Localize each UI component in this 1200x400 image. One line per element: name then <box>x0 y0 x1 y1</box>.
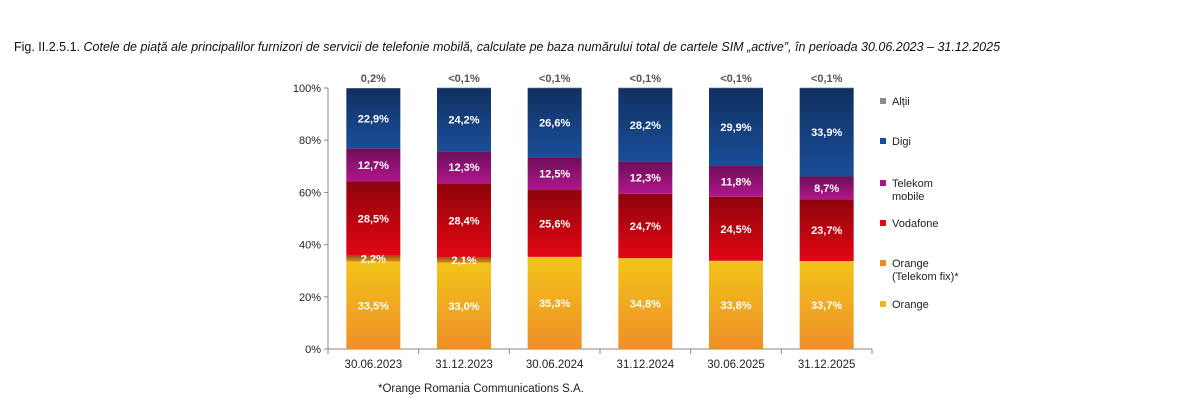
x-tick-label: 31.12.2024 <box>617 359 675 371</box>
data-label: 8,7% <box>814 183 839 195</box>
data-label: 35,3% <box>539 298 570 310</box>
data-label: 28,5% <box>358 214 389 226</box>
data-label: 24,5% <box>720 224 751 236</box>
bar-segment <box>799 87 854 89</box>
data-label: 24,7% <box>630 221 661 233</box>
data-label: <0,1% <box>811 73 843 85</box>
data-label: 12,3% <box>448 162 479 174</box>
bar-segment <box>346 261 401 349</box>
bar-segment <box>799 88 854 177</box>
data-label: <0,1% <box>630 73 662 85</box>
data-label: 34,8% <box>630 299 661 311</box>
chart-legend: Alții Digi Telekom mobile Vodafone Orange (Tel… <box>880 96 959 311</box>
figure-title-text: Cotele de piață ale principalilor furniz… <box>83 40 1001 54</box>
data-label: <0,1% <box>448 73 480 85</box>
data-label: 0,2% <box>361 73 386 85</box>
bar-segment <box>437 151 491 184</box>
chart-axes: 0% 20% 40% 60% 80% 100% 30.06.2023 31.12.2023 30… <box>293 83 873 371</box>
y-tick-label: 80% <box>299 135 321 147</box>
bar-segment <box>799 199 854 262</box>
bar-segment <box>437 262 491 349</box>
data-label: <0,1% <box>720 73 752 85</box>
data-label: 33,7% <box>811 300 842 312</box>
legend-swatch <box>880 180 886 186</box>
bar-segment <box>437 257 491 263</box>
bar-segment <box>618 87 673 89</box>
legend-swatch <box>880 260 886 266</box>
data-label: 11,8% <box>721 176 752 188</box>
x-tick-label: 31.12.2025 <box>798 359 856 371</box>
bar-segment <box>346 181 401 256</box>
bar-segment <box>437 87 491 89</box>
legend-swatch <box>880 98 886 104</box>
bar-segment <box>709 87 763 89</box>
x-tick-label: 31.12.2023 <box>435 359 493 371</box>
data-label: 12,3% <box>630 173 661 185</box>
data-label: 33,8% <box>720 300 751 312</box>
legend-label: Telekom mobile <box>892 178 933 203</box>
data-label: 2,2% <box>361 254 386 266</box>
footnote: *Orange Romania Communications S.A. <box>378 383 584 395</box>
bar-segment <box>799 261 854 349</box>
bar-segment <box>437 88 491 152</box>
data-label: 25,6% <box>539 218 570 230</box>
chart-bars: 0,2% 33,5% 2,2% 28,5% 12,7% 22,9% <0,1% 33,0% 2,… <box>346 73 854 349</box>
legend-label: Digi <box>892 136 911 148</box>
data-label: <0,1% <box>539 73 571 85</box>
legend-swatch <box>880 138 886 144</box>
y-tick-label: 100% <box>293 83 321 95</box>
bar-segment <box>527 87 582 89</box>
figure-label: Fig. II.2.5.1. <box>14 40 81 54</box>
bar-segment <box>618 88 673 162</box>
legend-label: Alții <box>892 96 910 108</box>
bar-segment <box>346 88 401 89</box>
legend-label: Orange <box>892 299 929 311</box>
bar-segment <box>799 176 854 200</box>
data-label: 23,7% <box>811 225 842 237</box>
bar-segment <box>618 161 673 194</box>
bar-segment <box>527 190 582 257</box>
data-label: 33,5% <box>358 300 389 312</box>
bar-segment <box>709 166 763 197</box>
data-label: 12,7% <box>358 160 389 172</box>
figure-title: Fig. II.2.5.1. Cotele de piață ale princ… <box>14 40 1194 54</box>
x-tick-label: 30.06.2024 <box>526 359 584 371</box>
bar-segment <box>527 88 582 158</box>
data-label: 33,9% <box>811 127 842 139</box>
bar-segment <box>346 255 401 262</box>
data-label: 29,9% <box>720 122 751 134</box>
data-label: 24,2% <box>448 115 479 127</box>
legend-swatch <box>880 301 886 307</box>
legend-label: Orange (Telekom fix)* <box>892 258 959 283</box>
bar-segment <box>346 88 401 149</box>
bar-segment <box>709 260 763 349</box>
bar-segment <box>527 157 582 191</box>
data-label: 12,5% <box>539 169 570 181</box>
x-tick-label: 30.06.2025 <box>707 359 765 371</box>
bar-segment <box>527 256 582 349</box>
bar-segment <box>618 193 673 259</box>
y-tick-label: 0% <box>305 344 321 356</box>
data-label: 2,1% <box>451 255 476 267</box>
data-label: 28,2% <box>630 120 661 132</box>
y-tick-label: 60% <box>299 187 321 199</box>
x-tick-label: 30.06.2023 <box>345 359 403 371</box>
bar-segment <box>346 148 401 182</box>
legend-swatch <box>880 220 886 226</box>
bar-segment <box>618 258 673 349</box>
bar-segment <box>709 196 763 261</box>
bar-segment <box>709 88 763 167</box>
legend-label: Vodafone <box>892 218 939 230</box>
bar-segment <box>437 183 491 258</box>
y-tick-label: 40% <box>299 240 321 252</box>
data-label: 26,6% <box>539 118 570 130</box>
data-label: 28,4% <box>448 215 479 227</box>
data-label: 33,0% <box>448 301 479 313</box>
y-tick-label: 20% <box>299 292 321 304</box>
data-label: 22,9% <box>358 113 389 125</box>
